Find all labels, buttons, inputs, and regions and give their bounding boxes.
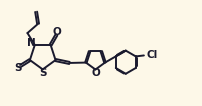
Text: O: O (53, 27, 61, 37)
Text: O: O (91, 68, 99, 78)
Text: N: N (27, 38, 36, 48)
Text: Cl: Cl (145, 50, 157, 60)
Text: S: S (14, 63, 21, 73)
Text: S: S (39, 68, 47, 78)
